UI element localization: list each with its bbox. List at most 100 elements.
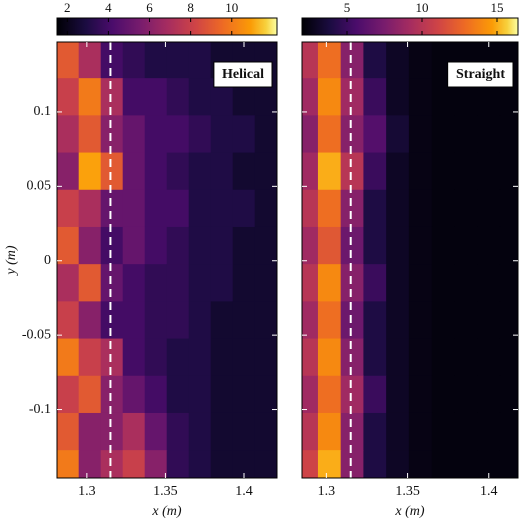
colorbar-tick-label: 15 xyxy=(491,0,504,15)
y-tick-label: 0 xyxy=(44,253,51,268)
heatmap-cell xyxy=(499,412,518,451)
heatmap-cell xyxy=(188,301,212,340)
heatmap-cell xyxy=(188,226,212,265)
heatmap-cell xyxy=(78,115,102,154)
heatmap-cell xyxy=(254,375,277,414)
heatmap-cell xyxy=(408,450,433,478)
heatmap-cell xyxy=(144,226,168,265)
heatmap-cell xyxy=(363,450,387,478)
heatmap-cell xyxy=(431,152,455,191)
heatmap-cell xyxy=(57,264,80,302)
heatmap-cell xyxy=(302,301,319,340)
heatmap-cell xyxy=(100,152,124,191)
heatmap-cell xyxy=(408,412,433,451)
heatmap-cell xyxy=(340,78,365,116)
heatmap-cell xyxy=(431,78,455,116)
heatmap-cell xyxy=(363,42,387,79)
heatmap-cell xyxy=(188,115,212,154)
heatmap-cell xyxy=(122,189,146,228)
y-axis-label: y (m) xyxy=(4,245,19,276)
heatmap-cell xyxy=(477,226,501,265)
heatmap-cell xyxy=(363,152,387,191)
heatmap-cell xyxy=(302,189,319,228)
heatmap-cell xyxy=(317,301,342,340)
heatmap-cell xyxy=(477,78,501,116)
heatmap-cell xyxy=(57,115,80,154)
heatmap-cell xyxy=(100,115,124,154)
heatmap-cell xyxy=(340,226,365,265)
heatmap-cell xyxy=(210,226,234,265)
heatmap-cell xyxy=(144,412,168,451)
heatmap-cell xyxy=(363,226,387,265)
heatmap-cell xyxy=(122,78,146,116)
heatmap-cell xyxy=(499,375,518,414)
heatmap-cell xyxy=(477,189,501,228)
heatmap-cell xyxy=(144,42,168,79)
heatmap-cell xyxy=(454,152,478,191)
heatmap-cell xyxy=(499,152,518,191)
heatmap-cell xyxy=(431,301,455,340)
heatmap-cell xyxy=(431,264,455,302)
heatmap-cell xyxy=(122,152,146,191)
y-tick-label: -0.05 xyxy=(22,327,51,342)
heatmap-cell xyxy=(477,338,501,377)
heatmap-cell xyxy=(317,42,342,79)
heatmap-cell xyxy=(100,78,124,116)
plot-frame xyxy=(301,41,519,479)
heatmap-cell xyxy=(166,226,190,265)
heatmap-cell xyxy=(232,264,256,302)
heatmap-cell xyxy=(100,301,124,340)
heatmap-cell xyxy=(317,412,342,451)
heatmap-cell xyxy=(100,189,124,228)
heatmap-cell xyxy=(454,375,478,414)
heatmap-cell xyxy=(122,338,146,377)
heatmap-cell xyxy=(122,42,146,79)
heatmap-cell xyxy=(386,78,410,116)
heatmap-cell xyxy=(386,42,410,79)
heatmap-cell xyxy=(100,375,124,414)
heatmap-cell xyxy=(78,301,102,340)
heatmap-cell xyxy=(386,375,410,414)
heatmap-cell xyxy=(386,450,410,478)
heatmap-cell xyxy=(386,412,410,451)
heatmap-cell xyxy=(210,338,234,377)
heatmap-cell xyxy=(100,412,124,451)
colorbar-tick-label: 10 xyxy=(225,0,238,15)
heatmap-cell xyxy=(302,42,319,79)
heatmap-cell xyxy=(363,375,387,414)
heatmap-cell xyxy=(340,412,365,451)
heatmap-cell xyxy=(408,152,433,191)
heatmap-cell xyxy=(317,189,342,228)
heatmap-cell xyxy=(317,152,342,191)
x-tick-label: 1.4 xyxy=(480,484,498,499)
heatmap-cell xyxy=(188,152,212,191)
heatmap-cell xyxy=(57,42,80,79)
heatmap-cell xyxy=(499,338,518,377)
colorbar-tick-label: 2 xyxy=(64,0,71,15)
heatmap-cell xyxy=(340,450,365,478)
heatmap-cell xyxy=(144,152,168,191)
heatmap-cell xyxy=(477,375,501,414)
heatmap-cell xyxy=(454,226,478,265)
panel-label: Straight xyxy=(456,67,505,82)
x-tick-label: 1.3 xyxy=(318,484,336,499)
heatmap-cell xyxy=(477,115,501,154)
heatmap-cell xyxy=(144,375,168,414)
heatmap-cell xyxy=(454,450,478,478)
heatmap xyxy=(302,42,518,478)
heatmap-cell xyxy=(386,301,410,340)
colorbar-tick-label: 6 xyxy=(146,0,153,15)
heatmap-cell xyxy=(363,301,387,340)
heatmap-cell xyxy=(144,264,168,302)
heatmap-cell xyxy=(232,301,256,340)
heatmap-cell xyxy=(210,301,234,340)
heatmap-cell xyxy=(166,338,190,377)
heatmap-cell xyxy=(254,115,277,154)
heatmap-cell xyxy=(57,226,80,265)
plot-frame xyxy=(56,41,278,479)
heatmap-cell xyxy=(317,264,342,302)
heatmap-cell xyxy=(188,450,212,478)
heatmap-cell xyxy=(499,264,518,302)
heatmap-cell xyxy=(454,189,478,228)
heatmap-cell xyxy=(210,152,234,191)
